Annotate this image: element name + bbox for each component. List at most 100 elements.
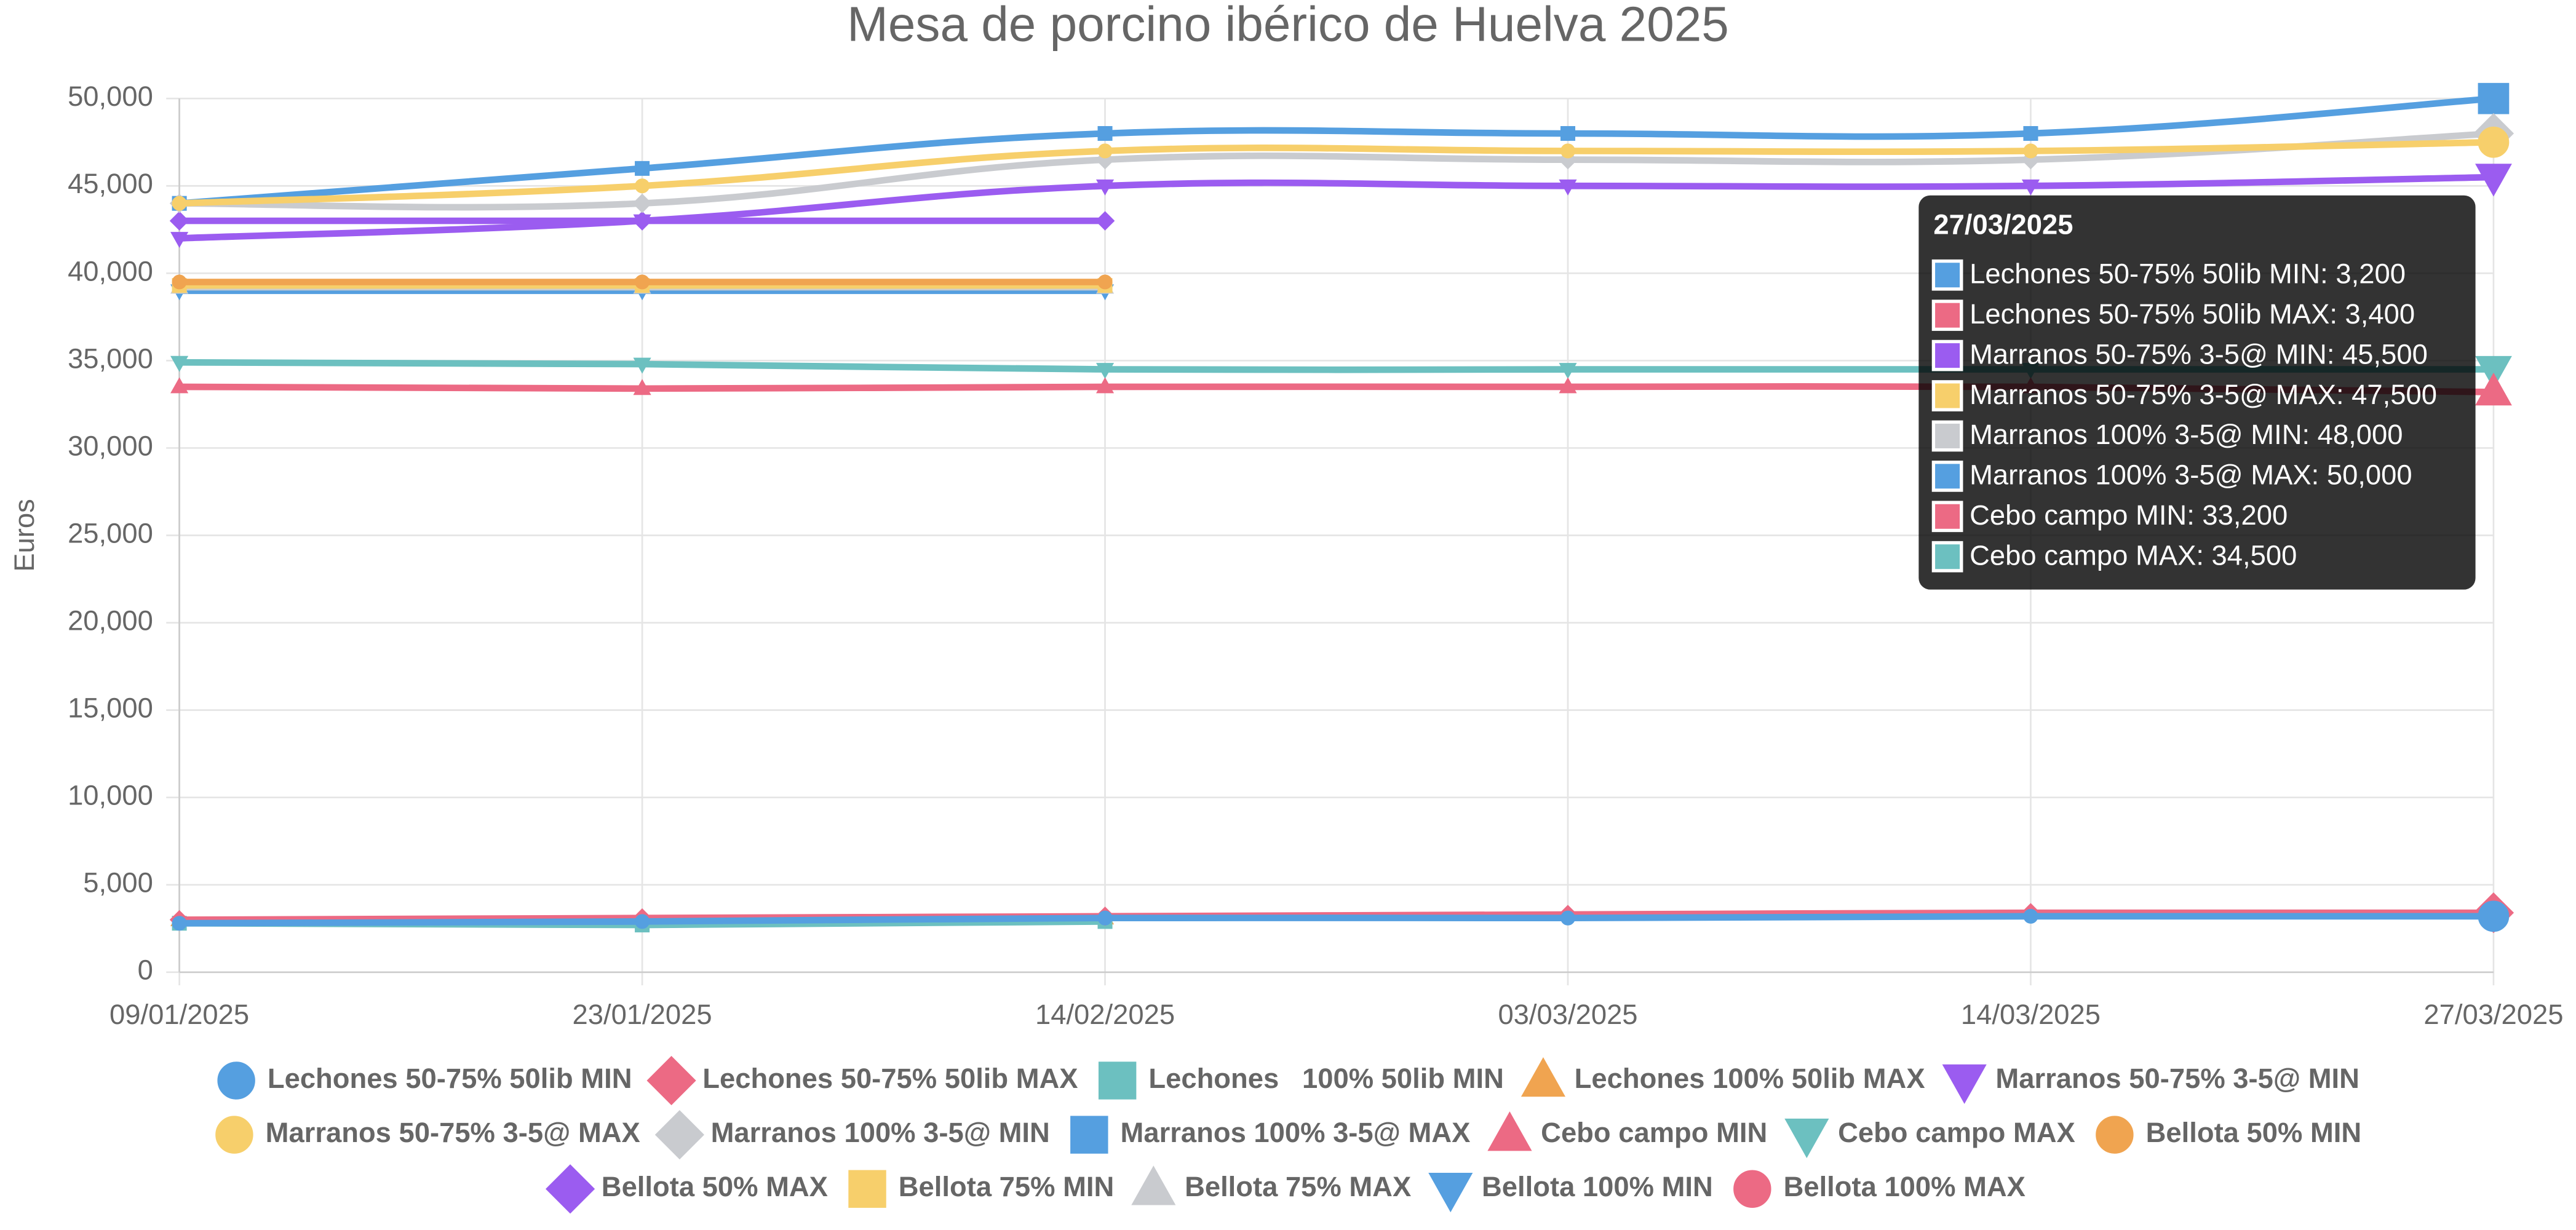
y-tick-label: 30,000	[68, 430, 153, 461]
data-point	[1560, 126, 1576, 141]
tooltip-swatch	[1931, 339, 1963, 371]
legend-item[interactable]: Bellota 100% MAX	[1733, 1170, 2025, 1208]
legend-label[interactable]: Lechones 100% 50lib MIN	[1148, 1063, 1503, 1094]
legend-label[interactable]: Cebo campo MAX	[1838, 1117, 2075, 1148]
legend-marker[interactable]	[215, 1116, 253, 1154]
data-point	[2478, 900, 2510, 932]
x-tick-label: 14/03/2025	[1961, 999, 2101, 1030]
data-point	[172, 916, 187, 931]
legend-item[interactable]: Bellota 50% MAX	[546, 1164, 828, 1214]
data-point	[635, 274, 650, 290]
data-point	[2475, 164, 2512, 197]
data-point	[1097, 910, 1113, 926]
legend-marker[interactable]	[1942, 1064, 1987, 1104]
tooltip-swatch	[1931, 420, 1963, 452]
legend-label[interactable]: Bellota 50% MAX	[602, 1171, 828, 1202]
data-point	[2023, 908, 2038, 924]
legend-marker[interactable]	[646, 1055, 696, 1106]
data-point	[1559, 179, 1577, 196]
legend-label[interactable]: Bellota 100% MIN	[1482, 1171, 1713, 1202]
data-point	[1559, 377, 1577, 394]
y-axis-label: Euros	[9, 499, 40, 572]
legend-item[interactable]: Lechones 50-75% 50lib MIN	[217, 1061, 632, 1100]
tooltip-item: Cebo campo MAX: 34,500	[1970, 540, 2297, 571]
legend-marker[interactable]	[654, 1110, 704, 1160]
legend-label[interactable]: Cebo campo MIN	[1541, 1117, 1767, 1148]
x-tick-label: 14/02/2025	[1035, 999, 1175, 1030]
legend-item[interactable]: Cebo campo MAX	[1784, 1117, 2075, 1159]
legend-label[interactable]: Lechones 50-75% 50lib MIN	[268, 1063, 632, 1094]
legend-item[interactable]: Marranos 50-75% 3-5@ MAX	[215, 1116, 640, 1154]
legend-label[interactable]: Lechones 100% 50lib MAX	[1575, 1063, 1925, 1094]
data-point	[2478, 82, 2510, 114]
legend-item[interactable]: Bellota 75% MAX	[1131, 1165, 1412, 1205]
data-point	[1097, 143, 1113, 159]
legend-marker[interactable]	[1784, 1118, 1829, 1159]
legend-row: Marranos 50-75% 3-5@ MAX Marranos 100% 3-…	[215, 1110, 2362, 1160]
legend-item[interactable]: Bellota 50% MIN	[2096, 1116, 2362, 1154]
data-point	[2478, 126, 2510, 158]
series-line	[179, 138, 2494, 207]
x-tick-label: 09/01/2025	[109, 999, 249, 1030]
data-point	[633, 357, 651, 374]
legend-label[interactable]: Bellota 75% MIN	[899, 1171, 1114, 1202]
legend-marker[interactable]	[1070, 1116, 1108, 1154]
data-point	[1097, 274, 1113, 290]
legend-item[interactable]: Cebo campo MIN	[1487, 1111, 1768, 1151]
legend-marker[interactable]	[1131, 1165, 1176, 1205]
legend-item[interactable]: Bellota 75% MIN	[848, 1170, 1115, 1208]
data-point	[1560, 910, 1576, 926]
data-point	[2475, 355, 2512, 389]
data-point	[635, 914, 650, 929]
series-line	[179, 913, 2494, 927]
data-point	[2475, 372, 2512, 406]
y-tick-label: 15,000	[68, 692, 153, 724]
data-point	[635, 161, 650, 176]
data-point	[633, 214, 651, 231]
legend-item[interactable]: Marranos 50-75% 3-5@ MIN	[1942, 1063, 2359, 1104]
tooltip-title: 27/03/2025	[1933, 208, 2073, 240]
legend-marker[interactable]	[1487, 1111, 1532, 1151]
legend-label[interactable]: Bellota 75% MAX	[1185, 1171, 1411, 1202]
legend-item[interactable]: Lechones 100% 50lib MAX	[1521, 1057, 1925, 1097]
y-tick-label: 20,000	[68, 605, 153, 637]
legend-label[interactable]: Marranos 100% 3-5@ MIN	[711, 1117, 1050, 1148]
data-point	[169, 211, 189, 231]
tooltip-item: Lechones 50-75% 50lib MAX: 3,400	[1970, 298, 2415, 330]
legend-marker[interactable]	[848, 1170, 886, 1208]
x-tick-label: 03/03/2025	[1498, 999, 1637, 1030]
y-tick-label: 50,000	[68, 81, 153, 112]
legend-item[interactable]: Bellota 100% MIN	[1428, 1171, 1713, 1213]
legend-item[interactable]: Marranos 100% 3-5@ MIN	[654, 1110, 1050, 1160]
legend-marker[interactable]	[1733, 1170, 1771, 1208]
legend-label[interactable]: Bellota 50% MIN	[2146, 1117, 2361, 1148]
legend-marker[interactable]	[217, 1061, 255, 1100]
legend-marker[interactable]	[2096, 1116, 2134, 1154]
data-point	[170, 377, 189, 394]
data-point	[172, 196, 187, 211]
legend-marker[interactable]	[1098, 1061, 1137, 1100]
series-line	[179, 173, 2494, 242]
legend-row: Bellota 50% MAX Bellota 75% MIN Bellota 75…	[546, 1164, 2025, 1214]
data-point	[1095, 377, 1115, 394]
legend-label[interactable]: Marranos 100% 3-5@ MAX	[1121, 1117, 1471, 1148]
data-point	[1559, 363, 1577, 379]
legend-label[interactable]: Bellota 100% MAX	[1784, 1171, 2025, 1202]
legend-item[interactable]: Marranos 100% 3-5@ MAX	[1070, 1116, 1471, 1154]
legend-marker[interactable]	[1521, 1057, 1566, 1097]
data-point	[635, 178, 650, 194]
legend-marker[interactable]	[1428, 1172, 1473, 1213]
x-tick-label: 27/03/2025	[2423, 999, 2563, 1030]
tooltip-swatch	[1931, 380, 1963, 411]
legend-marker[interactable]	[546, 1164, 595, 1214]
y-tick-label: 25,000	[68, 517, 153, 549]
legend-item[interactable]: Lechones 100% 50lib MIN	[1098, 1061, 1504, 1100]
tooltip-item: Marranos 50-75% 3-5@ MIN: 45,500	[1970, 338, 2428, 370]
legend-label[interactable]: Marranos 50-75% 3-5@ MAX	[266, 1117, 640, 1148]
legend-label[interactable]: Lechones 50-75% 50lib MAX	[702, 1063, 1078, 1094]
legend-item[interactable]: Lechones 50-75% 50lib MAX	[646, 1055, 1078, 1106]
tooltip-swatch	[1931, 259, 1963, 291]
tooltip-item: Marranos 100% 3-5@ MIN: 48,000	[1970, 419, 2403, 450]
legend-label[interactable]: Marranos 50-75% 3-5@ MIN	[1995, 1063, 2359, 1094]
